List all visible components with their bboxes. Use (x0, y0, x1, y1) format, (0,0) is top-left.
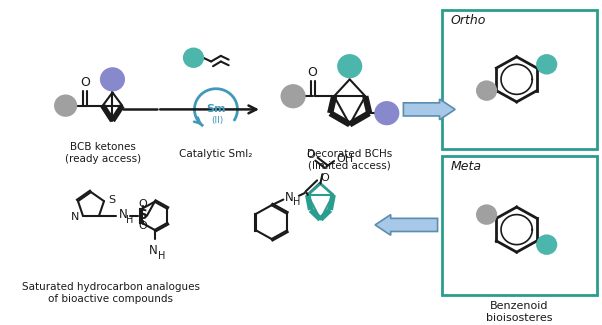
Text: O: O (306, 150, 315, 161)
Circle shape (537, 55, 556, 74)
Text: Decorated BCHs
(limited access): Decorated BCHs (limited access) (307, 149, 393, 170)
Text: O: O (138, 221, 147, 231)
Text: N: N (70, 212, 79, 222)
Text: Sm: Sm (206, 104, 226, 114)
Text: Benzenoid
bioisosteres: Benzenoid bioisosteres (486, 301, 553, 323)
FancyArrow shape (375, 214, 438, 235)
Circle shape (375, 102, 399, 124)
Text: O: O (308, 66, 317, 79)
Text: Catalytic SmI₂: Catalytic SmI₂ (179, 149, 253, 159)
Text: Meta: Meta (450, 160, 481, 173)
Circle shape (338, 55, 361, 77)
Text: O: O (320, 173, 329, 183)
Text: BCB ketones
(ready access): BCB ketones (ready access) (64, 142, 141, 164)
Text: N: N (119, 208, 127, 221)
Circle shape (281, 85, 305, 108)
Circle shape (101, 68, 124, 91)
Bar (442, 156, 597, 295)
Text: H: H (293, 197, 300, 207)
Bar (442, 10, 597, 149)
Text: Saturated hydrocarbon analogues
of bioactive compounds: Saturated hydrocarbon analogues of bioac… (22, 282, 199, 304)
Text: O: O (138, 199, 147, 209)
Circle shape (184, 48, 203, 67)
Text: (II): (II) (211, 116, 223, 125)
Text: N: N (149, 244, 158, 257)
Text: Ortho: Ortho (450, 14, 486, 27)
Circle shape (477, 81, 497, 100)
Text: OH: OH (336, 154, 353, 164)
Circle shape (55, 95, 76, 116)
Text: H: H (126, 214, 134, 225)
Text: N: N (285, 191, 294, 204)
Text: S: S (108, 195, 115, 205)
Text: O: O (80, 76, 90, 89)
Circle shape (537, 235, 556, 254)
Text: H: H (158, 251, 165, 261)
Text: S: S (138, 208, 148, 222)
FancyArrow shape (403, 99, 455, 120)
Circle shape (477, 205, 497, 224)
